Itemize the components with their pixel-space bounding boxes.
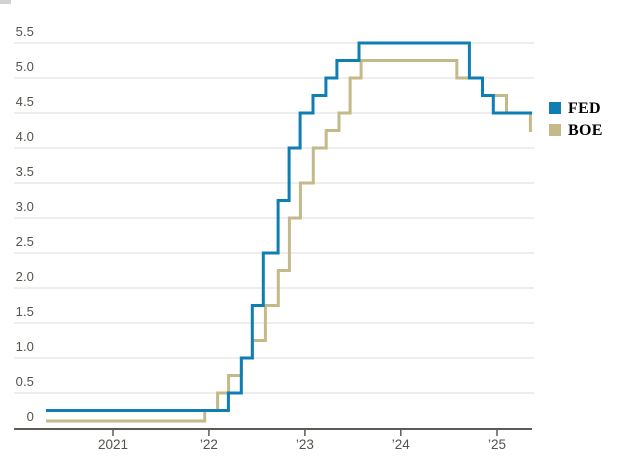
y-axis-label-1.0: 1.0 [15, 339, 34, 354]
boe-legend-label: BOE [568, 122, 603, 139]
legend-item-boe: BOE [549, 123, 603, 145]
series-fed-line [46, 41, 532, 412]
x-axis-label-3: ’24 [391, 437, 410, 452]
legend: FED BOE [549, 101, 603, 145]
x-axis-label-4: ’25 [487, 437, 507, 452]
boe-swatch-icon [549, 124, 561, 136]
y-axis-label-4.0: 4.0 [15, 129, 34, 144]
x-axis-label-1: ’22 [199, 437, 218, 452]
y-axis-label-2.5: 2.5 [15, 234, 34, 249]
x-axis-label-0: 2021 [97, 437, 129, 452]
series-boe-line [46, 59, 532, 423]
x-axis-label-2: ’23 [295, 437, 314, 452]
y-axis-label-0.5: 0.5 [15, 374, 34, 389]
y-axis-label-3.0: 3.0 [15, 199, 34, 214]
y-axis-label-0: 0 [26, 409, 34, 424]
screen-corner-artifact [0, 0, 11, 4]
legend-item-fed: FED [549, 101, 603, 123]
y-axis-label-2.0: 2.0 [15, 269, 34, 284]
y-axis-label-3.5: 3.5 [15, 164, 34, 179]
y-axis-label-4.5: 4.5 [15, 94, 34, 109]
y-axis-label-5.5: 5.5 [15, 24, 34, 39]
y-axis-label-5.0: 5.0 [15, 59, 34, 74]
fed-legend-label: FED [568, 100, 601, 117]
fed-swatch-icon [549, 102, 561, 114]
y-axis-label-1.5: 1.5 [15, 304, 34, 319]
